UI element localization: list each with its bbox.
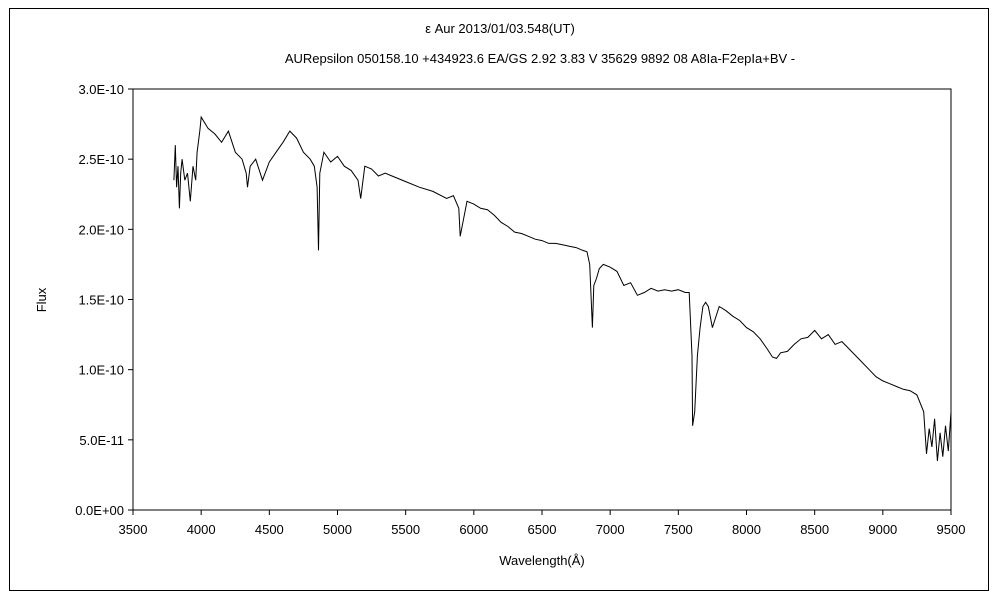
- x-axis-title: Wavelength(Å): [499, 553, 585, 568]
- y-tick-label: 2.5E-10: [78, 152, 124, 167]
- x-tick-label: 3500: [119, 522, 148, 537]
- x-tick-label: 6500: [528, 522, 557, 537]
- x-tick-label: 9000: [868, 522, 897, 537]
- x-axis: 3500 4000 4500 5000 5500 6000 6500 7000 7500 8000…: [119, 510, 966, 537]
- y-tick-label: 1.5E-10: [78, 293, 124, 308]
- x-tick-label: 9500: [937, 522, 966, 537]
- x-tick-label: 4500: [255, 522, 284, 537]
- x-tick-label: 8500: [800, 522, 829, 537]
- chart-subtitle: AURepsilon 050158.10 +434923.6 EA/GS 2.9…: [284, 51, 796, 66]
- x-tick-label: 6000: [459, 522, 488, 537]
- x-tick-label: 7000: [596, 522, 625, 537]
- x-tick-label: 8000: [732, 522, 761, 537]
- plot-area: [132, 88, 952, 511]
- chart-frame: [9, 8, 989, 591]
- x-tick-label: 7500: [664, 522, 693, 537]
- y-axis-title: Flux: [34, 287, 49, 312]
- y-tick-label: 2.0E-10: [78, 222, 124, 237]
- y-tick-label: 3.0E-10: [78, 82, 124, 97]
- x-tick-label: 5500: [391, 522, 420, 537]
- flux-series-line: [173, 115, 952, 461]
- chart-title: ε Aur 2013/01/03.548(UT): [425, 21, 575, 36]
- y-tick-label: 0.0E+00: [75, 503, 124, 518]
- x-tick-label: 4000: [187, 522, 216, 537]
- y-tick-label: 5.0E-11: [79, 433, 124, 448]
- x-tick-label: 5000: [323, 522, 352, 537]
- y-tick-label: 1.0E-10: [78, 363, 124, 378]
- y-axis: 0.0E+00 5.0E-11 1.0E-10 1.5E-10 2.0E-10 2.5E-…: [75, 82, 133, 518]
